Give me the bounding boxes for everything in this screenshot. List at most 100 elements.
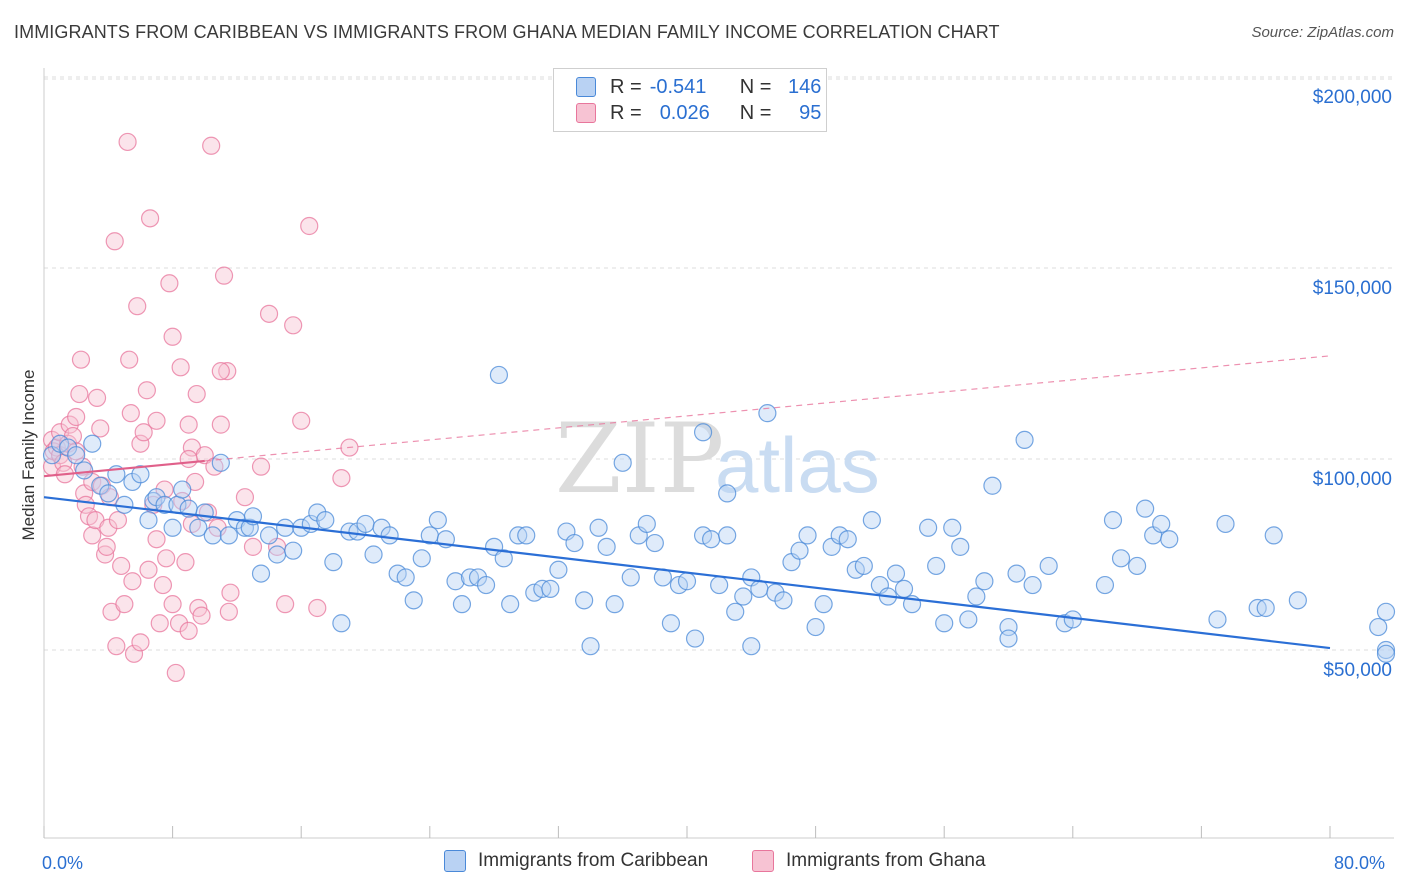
caribbean-point-81 bbox=[661, 614, 681, 633]
ghana-point-84 bbox=[251, 457, 271, 476]
caribbean-point-130 bbox=[1111, 549, 1131, 568]
caribbean-point-69 bbox=[565, 533, 584, 553]
ghana-point-70 bbox=[202, 136, 221, 155]
ghana-point-46 bbox=[140, 209, 160, 228]
caribbean-point-137 bbox=[1216, 514, 1235, 534]
caribbean-point-30 bbox=[259, 526, 279, 545]
caribbean-point-122 bbox=[1007, 564, 1026, 583]
ghana-point-48 bbox=[147, 411, 166, 430]
caribbean-point-97 bbox=[790, 541, 809, 560]
caribbean-point-128 bbox=[1095, 575, 1115, 595]
caribbean-point-53 bbox=[446, 572, 465, 591]
caribbean-point-89 bbox=[726, 602, 745, 621]
ghana-point-76 bbox=[221, 583, 240, 602]
watermark-zip: ZIP bbox=[555, 403, 724, 515]
caribbean-point-43 bbox=[364, 545, 383, 564]
trend-lines bbox=[43, 355, 1331, 650]
ghana-point-92 bbox=[332, 469, 351, 488]
caribbean-point-61 bbox=[501, 595, 520, 614]
caribbean-point-7 bbox=[99, 484, 118, 503]
legend-r-label: R = bbox=[610, 75, 642, 98]
caribbean-point-27 bbox=[240, 518, 259, 537]
caribbean-point-83 bbox=[677, 572, 697, 591]
caribbean-point-42 bbox=[356, 514, 375, 534]
legend-n-value: 95 bbox=[799, 101, 822, 124]
caribbean-point-74 bbox=[605, 595, 624, 614]
watermark-atlas: atlas bbox=[715, 421, 880, 509]
caribbean-point-131 bbox=[1127, 556, 1147, 576]
caribbean-point-84 bbox=[685, 629, 705, 648]
caribbean-point-148 bbox=[718, 484, 737, 503]
caribbean-point-129 bbox=[1103, 511, 1123, 530]
ghana-point-25 bbox=[95, 545, 115, 564]
ghana-point-65 bbox=[187, 384, 206, 404]
caribbean-point-18 bbox=[173, 480, 192, 499]
caribbean-point-67 bbox=[549, 560, 568, 579]
caribbean-point-132 bbox=[1136, 499, 1155, 518]
caribbean-point-103 bbox=[838, 530, 857, 549]
caribbean-point-59 bbox=[489, 365, 509, 385]
ghana-point-19 bbox=[83, 526, 102, 545]
series-legend: Immigrants from Caribbean Immigrants fro… bbox=[0, 850, 1406, 878]
ghana-point-53 bbox=[157, 549, 176, 568]
ghana-point-85 bbox=[259, 304, 279, 323]
ghana-point-89 bbox=[292, 411, 311, 430]
caribbean-point-16 bbox=[163, 518, 182, 537]
ghana-point-80 bbox=[211, 362, 230, 381]
ghana-point-61 bbox=[179, 415, 198, 434]
caribbean-point-140 bbox=[1264, 526, 1283, 545]
ghana-point-54 bbox=[160, 274, 179, 293]
x-tick-label-min: 0.0% bbox=[42, 853, 84, 873]
legend-r-value: 0.026 bbox=[659, 101, 710, 124]
caribbean-point-24 bbox=[219, 526, 238, 545]
caribbean-point-3 bbox=[67, 446, 86, 465]
legend-item-caribbean[interactable]: Immigrants from Caribbean bbox=[444, 850, 708, 872]
gridlines bbox=[44, 76, 1394, 651]
caribbean-point-100 bbox=[814, 595, 833, 614]
caribbean-point-142 bbox=[1369, 617, 1388, 637]
ghana-point-50 bbox=[150, 614, 169, 633]
ghana-point-22 bbox=[87, 388, 107, 407]
caribbean-point-75 bbox=[613, 453, 632, 472]
chart-title: IMMIGRANTS FROM CARIBBEAN VS IMMIGRANTS … bbox=[14, 22, 1000, 42]
caribbean-point-115 bbox=[943, 518, 962, 537]
caribbean-point-12 bbox=[139, 511, 158, 530]
caribbean-point-123 bbox=[1015, 430, 1034, 449]
caribbean-point-60 bbox=[494, 549, 513, 568]
ghana-point-32 bbox=[108, 511, 128, 530]
ghana-point-37 bbox=[121, 404, 140, 423]
ghana-point-49 bbox=[147, 530, 166, 549]
y-tick-label-2: $150,000 bbox=[1313, 278, 1392, 299]
legend-row-ghana: R = 0.026 N = 95 bbox=[576, 100, 821, 126]
caribbean-point-54 bbox=[452, 595, 472, 614]
ghana-point-31 bbox=[107, 637, 126, 656]
ghana-point-57 bbox=[166, 663, 185, 683]
caribbean-point-21 bbox=[195, 503, 214, 522]
ghana-point-43 bbox=[134, 423, 153, 442]
ghana-point-36 bbox=[120, 350, 139, 369]
caribbean-point-119 bbox=[975, 572, 994, 591]
ghana-point-83 bbox=[243, 537, 263, 556]
caribbean-point-73 bbox=[597, 537, 616, 556]
ghana-point-79 bbox=[179, 449, 198, 469]
ghana-point-62 bbox=[179, 621, 198, 641]
caribbean-point-88 bbox=[718, 526, 737, 545]
ghana-point-13 bbox=[70, 384, 89, 404]
ghana-point-40 bbox=[128, 297, 147, 316]
legend-label-ghana: Immigrants from Ghana bbox=[786, 850, 986, 871]
caribbean-point-116 bbox=[951, 537, 970, 556]
caribbean-point-39 bbox=[332, 614, 351, 633]
caribbean-point-147 bbox=[742, 637, 761, 656]
caribbean-point-49 bbox=[412, 549, 431, 568]
legend-swatch-caribbean bbox=[444, 850, 466, 872]
ghana-point-39 bbox=[124, 644, 144, 663]
caribbean-point-124 bbox=[1023, 575, 1042, 595]
legend-label-caribbean: Immigrants from Caribbean bbox=[478, 850, 709, 871]
caribbean-point-110 bbox=[894, 579, 914, 598]
ghana-trend-extension bbox=[204, 355, 1331, 462]
caribbean-point-38 bbox=[324, 553, 343, 572]
ghana-point-67 bbox=[192, 606, 211, 625]
ghana-point-90 bbox=[308, 598, 327, 618]
x-tick-label-max: 80.0% bbox=[1334, 853, 1386, 873]
legend-item-ghana[interactable]: Immigrants from Ghana bbox=[752, 850, 986, 872]
